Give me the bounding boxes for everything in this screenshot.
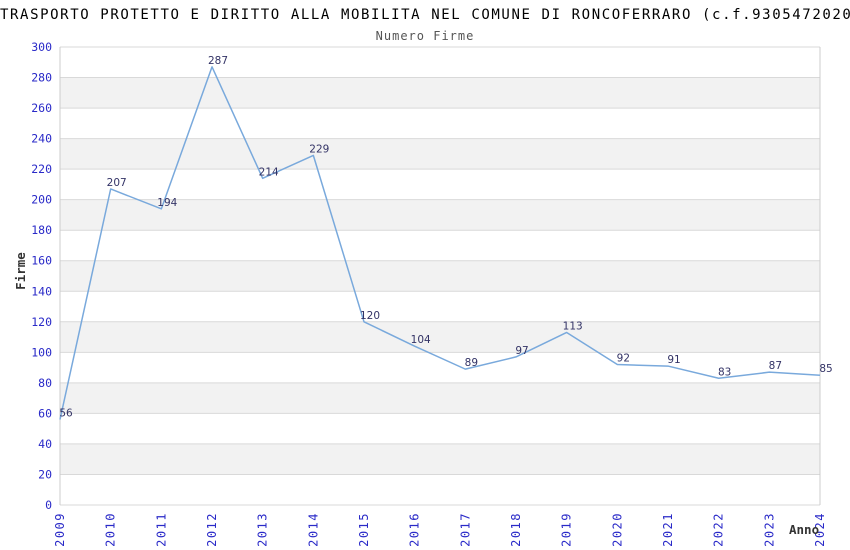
y-tick-label: 240 — [31, 132, 52, 146]
point-label: 104 — [411, 334, 431, 346]
y-tick-label: 140 — [31, 284, 52, 298]
point-label: 92 — [617, 353, 630, 365]
x-tick-label: 2022 — [712, 512, 726, 547]
y-tick-label: 160 — [31, 254, 52, 268]
y-tick-label: 20 — [38, 467, 52, 481]
x-tick-label: 2021 — [661, 512, 675, 547]
point-label: 83 — [718, 366, 731, 378]
plot-band — [60, 199, 820, 231]
point-label: 89 — [465, 357, 478, 369]
point-label: 194 — [157, 197, 177, 209]
point-label: 91 — [667, 354, 680, 366]
x-tick-label: 2020 — [610, 512, 624, 547]
point-label: 229 — [309, 143, 329, 155]
chart-subtitle: Numero Firme — [375, 29, 475, 43]
point-label: 207 — [107, 177, 127, 189]
x-tick-label: 2019 — [560, 512, 574, 547]
data-line — [59, 66, 821, 420]
plot-band — [60, 443, 820, 475]
plot-band — [60, 138, 820, 170]
x-tick-label: 2011 — [154, 512, 168, 547]
point-label: 87 — [769, 360, 782, 372]
plot-band — [60, 77, 820, 109]
x-tick-label: 2010 — [104, 512, 118, 547]
x-tick-label: 2016 — [408, 512, 422, 547]
x-tick-label: 2014 — [306, 512, 320, 547]
y-tick-label: 220 — [31, 162, 52, 176]
chart-title: TRASPORTO PROTETTO E DIRITTO ALLA MOBILI… — [0, 7, 850, 23]
x-axis-title: Anno — [789, 522, 819, 537]
y-tick-label: 100 — [31, 345, 52, 359]
x-tick-label: 2012 — [205, 512, 219, 547]
y-tick-label: 0 — [45, 498, 52, 512]
x-tick-label: 2023 — [762, 512, 776, 547]
x-tick-label: 2009 — [53, 512, 67, 547]
y-tick-label: 40 — [38, 437, 52, 451]
point-label: 85 — [819, 363, 832, 375]
y-tick-label: 60 — [38, 406, 52, 420]
y-tick-label: 200 — [31, 193, 52, 207]
point-label: 97 — [515, 345, 528, 357]
x-tick-label: 2013 — [256, 512, 270, 547]
y-tick-label: 300 — [31, 40, 52, 54]
point-label: 113 — [563, 320, 583, 332]
y-axis-title: Firme — [13, 252, 28, 290]
point-label: 120 — [360, 310, 380, 322]
x-tick-label: 2024 — [813, 512, 827, 547]
y-tick-label: 180 — [31, 223, 52, 237]
x-tick-label: 2017 — [458, 512, 472, 547]
x-tick-label: 2018 — [509, 512, 523, 547]
y-tick-label: 280 — [31, 71, 52, 85]
plot-band — [60, 382, 820, 414]
plot-band — [60, 321, 820, 353]
x-tick-label: 2015 — [357, 512, 371, 547]
y-tick-label: 260 — [31, 101, 52, 115]
point-label: 214 — [259, 166, 279, 178]
point-label: 287 — [208, 55, 228, 67]
plot-band — [60, 260, 820, 292]
y-tick-label: 80 — [38, 376, 52, 390]
y-tick-label: 120 — [31, 315, 52, 329]
point-label: 56 — [59, 408, 73, 420]
